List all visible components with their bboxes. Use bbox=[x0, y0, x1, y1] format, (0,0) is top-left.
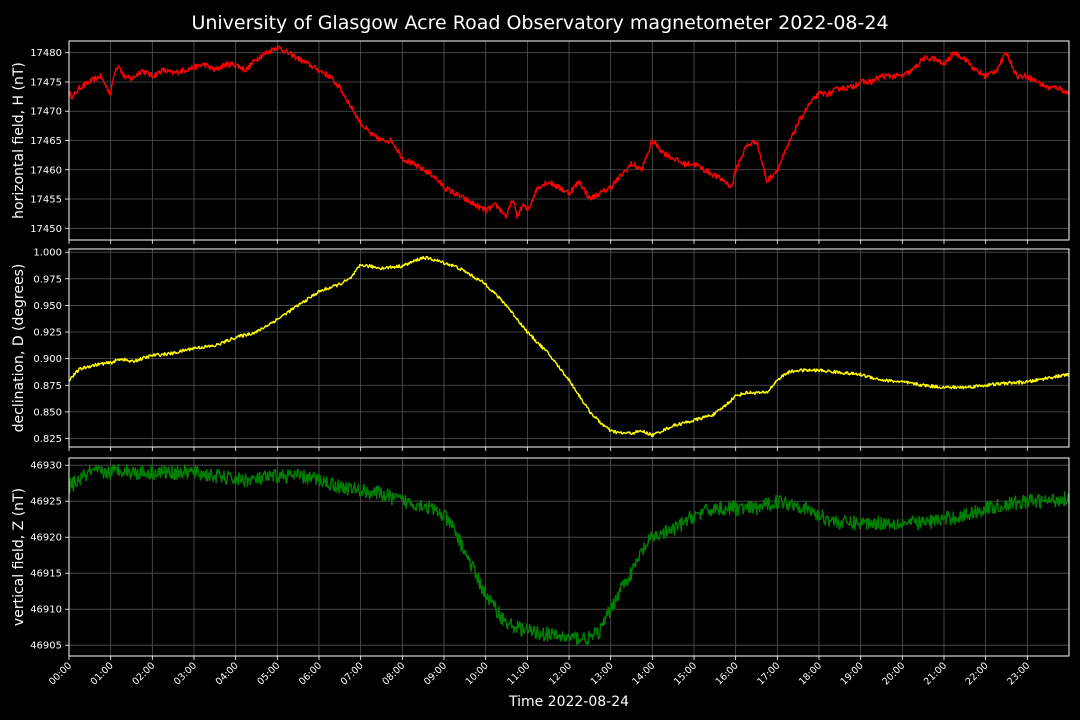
y-axis-label-Z: vertical field, Z (nT) bbox=[11, 488, 27, 626]
y-tick-label: 46925 bbox=[30, 497, 62, 508]
y-tick-label: 0.925 bbox=[33, 328, 62, 339]
y-axis-label-H: horizontal field, H (nT) bbox=[11, 62, 27, 219]
x-axis-label: Time 2022-08-24 bbox=[508, 694, 629, 710]
series-line-Z bbox=[68, 463, 1070, 646]
x-tick-label: 09:00 bbox=[422, 660, 449, 687]
y-tick-label: 17480 bbox=[30, 48, 62, 59]
x-tick-label: 08:00 bbox=[380, 660, 407, 687]
x-tick-label: 11:00 bbox=[505, 660, 532, 687]
x-tick-label: 05:00 bbox=[255, 660, 282, 687]
y-tick-label: 17450 bbox=[30, 224, 62, 235]
panel-frame-D bbox=[68, 248, 1070, 448]
x-tick-label: 12:00 bbox=[547, 660, 574, 687]
panel-Z: 46905 46910 46915 46920 46925 46930 vertical f… bbox=[11, 457, 1070, 660]
x-tick-label: 15:00 bbox=[672, 660, 699, 687]
x-tick-label: 00:00 bbox=[47, 660, 74, 687]
chart-title: University of Glasgow Acre Road Observat… bbox=[191, 12, 888, 34]
y-axis-label-D: declination, D (degrees) bbox=[11, 264, 27, 433]
y-tick-label: 46915 bbox=[30, 569, 62, 580]
x-tick-label: 16:00 bbox=[714, 660, 741, 687]
x-tick-label: 18:00 bbox=[797, 660, 824, 687]
x-tick-label: 01:00 bbox=[89, 660, 116, 687]
x-tick-label: 19:00 bbox=[839, 660, 866, 687]
x-tick-label: 10:00 bbox=[464, 660, 491, 687]
y-tick-label: 0.975 bbox=[33, 274, 62, 285]
x-tick-label: 23:00 bbox=[1005, 660, 1032, 687]
x-tick-label: 06:00 bbox=[297, 660, 324, 687]
x-tick-label: 04:00 bbox=[214, 660, 241, 687]
y-tick-label: 0.950 bbox=[33, 301, 62, 312]
y-tick-label: 17465 bbox=[30, 136, 62, 147]
panel-frame-H bbox=[68, 40, 1070, 241]
y-tick-label: 46930 bbox=[30, 461, 62, 472]
y-tick-label: 1.000 bbox=[33, 248, 62, 259]
x-tick-label: 20:00 bbox=[880, 660, 907, 687]
y-tick-label: 46920 bbox=[30, 533, 62, 544]
y-tick-label: 46910 bbox=[30, 605, 62, 616]
x-tick-label: 03:00 bbox=[172, 660, 199, 687]
x-tick-labels: 00:00 01:00 02:00 03:00 04:00 05:00 06:00 07:00… bbox=[47, 660, 1032, 687]
x-tick-label: 14:00 bbox=[630, 660, 657, 687]
x-tick-label: 17:00 bbox=[755, 660, 782, 687]
y-tick-label: 17475 bbox=[30, 77, 62, 88]
y-tick-label: 17460 bbox=[30, 165, 62, 176]
panel-frame-Z bbox=[68, 457, 1070, 657]
x-tick-label: 22:00 bbox=[964, 660, 991, 687]
y-tick-label: 0.825 bbox=[33, 434, 62, 445]
y-tick-label: 17470 bbox=[30, 107, 62, 118]
x-tick-label: 13:00 bbox=[589, 660, 616, 687]
y-tick-label: 46905 bbox=[30, 641, 62, 652]
series-line-D bbox=[68, 255, 1070, 438]
chart-panels: 17450 17455 17460 17465 17470 17475 17480horiz… bbox=[11, 40, 1070, 687]
y-tick-label: 0.900 bbox=[33, 354, 62, 365]
series-line-H bbox=[68, 45, 1070, 220]
x-tick-label: 07:00 bbox=[339, 660, 366, 687]
x-tick-label: 21:00 bbox=[922, 660, 949, 687]
panel-D: 0.825 0.850 0.875 0.900 0.925 0.950 0.975 1.000… bbox=[11, 248, 1070, 451]
x-tick-label: 02:00 bbox=[130, 660, 157, 687]
y-tick-label: 17455 bbox=[30, 195, 62, 206]
y-tick-label: 0.875 bbox=[33, 381, 62, 392]
panel-H: 17450 17455 17460 17465 17470 17475 17480horiz… bbox=[11, 40, 1070, 244]
y-tick-label: 0.850 bbox=[33, 407, 62, 418]
